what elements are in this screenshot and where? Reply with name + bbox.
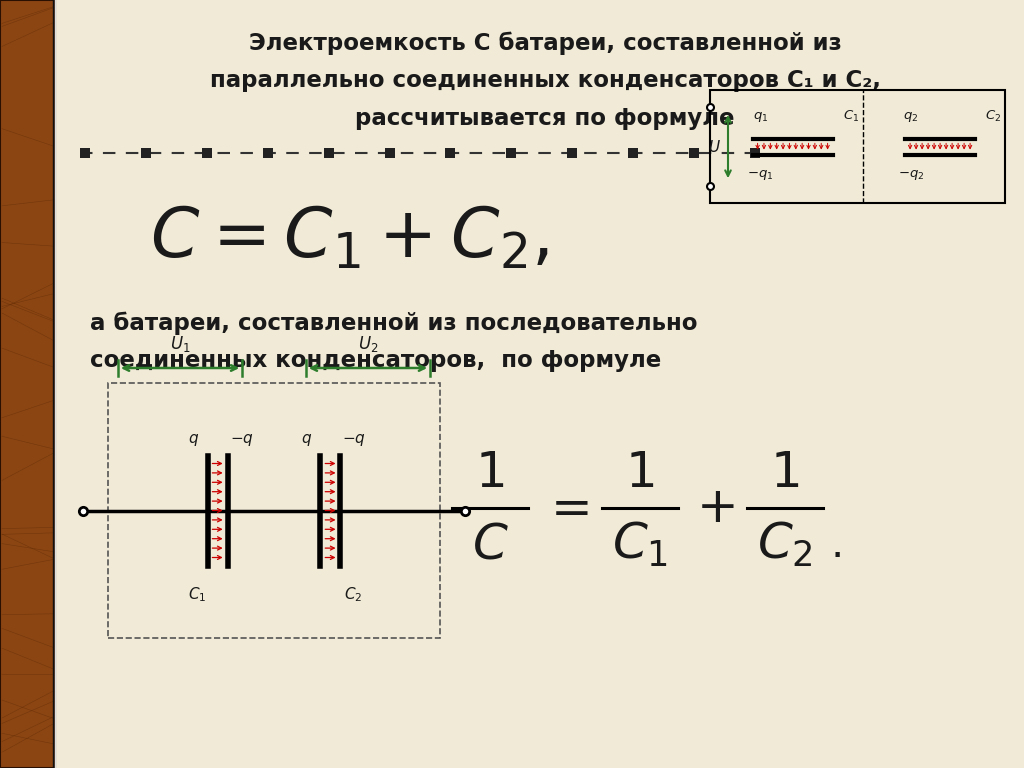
Bar [689, 148, 699, 158]
Text: $+$: $+$ [695, 484, 734, 532]
Bar [445, 148, 456, 158]
Text: $\mathit{C}_1$: $\mathit{C}_1$ [612, 520, 668, 570]
Text: $q$: $q$ [301, 432, 312, 448]
Bar [506, 148, 516, 158]
Text: а батареи, составленной из последовательно: а батареи, составленной из последователь… [90, 311, 697, 335]
Text: $-q$: $-q$ [229, 432, 254, 448]
Bar [80, 148, 90, 158]
Text: $\mathit{C}$: $\mathit{C}$ [472, 520, 508, 570]
Text: $U_1$: $U_1$ [170, 334, 190, 354]
Text: $C_2$: $C_2$ [985, 109, 1001, 124]
Bar [710, 90, 1005, 203]
Bar [0, 0, 55, 768]
Text: $U_2$: $U_2$ [357, 334, 378, 354]
Text: $-q_2$: $-q_2$ [898, 168, 925, 183]
Text: $1$: $1$ [770, 449, 800, 498]
Text: $\mathit{C}_2$: $\mathit{C}_2$ [757, 520, 813, 570]
Text: $U$: $U$ [708, 138, 721, 154]
Bar [263, 148, 272, 158]
Text: соединенных конденсаторов,  по формуле: соединенных конденсаторов, по формуле [90, 349, 662, 372]
Bar [750, 148, 760, 158]
Text: $=$: $=$ [541, 484, 589, 532]
Text: параллельно соединенных конденсаторов C₁ и C₂,: параллельно соединенных конденсаторов C₁… [210, 68, 881, 91]
Bar [141, 148, 151, 158]
Bar [628, 148, 638, 158]
Bar [385, 148, 394, 158]
Text: $C_1$: $C_1$ [188, 585, 207, 604]
Bar [567, 148, 578, 158]
Text: $q_1$: $q_1$ [753, 111, 768, 124]
Text: $q_2$: $q_2$ [903, 111, 919, 124]
Text: $C_1$: $C_1$ [843, 109, 859, 124]
Bar [108, 383, 440, 638]
Text: $-q$: $-q$ [342, 432, 367, 448]
Text: $1$: $1$ [626, 449, 654, 498]
Text: $1$: $1$ [475, 449, 505, 498]
Bar [202, 148, 212, 158]
Text: $C_2$: $C_2$ [344, 585, 362, 604]
Text: $-q_1$: $-q_1$ [748, 168, 774, 183]
Text: $\it{C} = \it{C}_1 + \it{C}_2,$: $\it{C} = \it{C}_1 + \it{C}_2,$ [151, 204, 550, 272]
Bar [324, 148, 334, 158]
Text: $q$: $q$ [188, 432, 199, 448]
Text: Электроемкость C батареи, составленной из: Электроемкость C батареи, составленной и… [249, 31, 842, 55]
Text: $.$: $.$ [830, 524, 841, 566]
Text: рассчитывается по формуле: рассчитывается по формуле [355, 107, 735, 130]
